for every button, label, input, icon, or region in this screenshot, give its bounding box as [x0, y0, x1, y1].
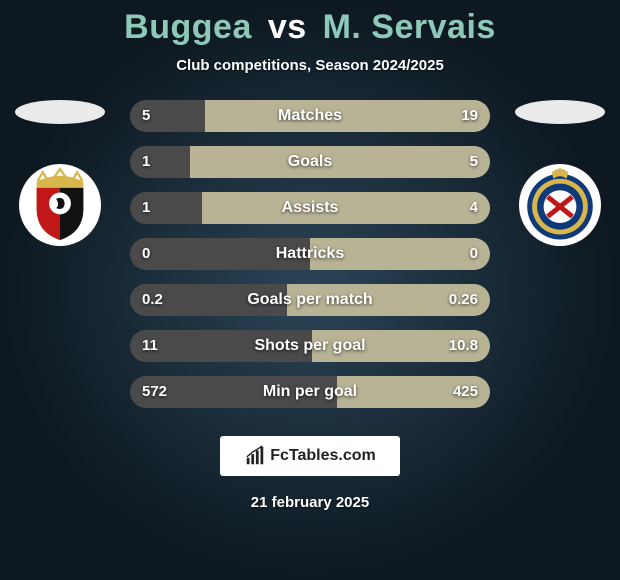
club-right-badge — [519, 164, 601, 246]
chart-icon — [244, 445, 266, 467]
stat-row: 572425Min per goal — [130, 376, 490, 408]
stat-label: Min per goal — [130, 376, 490, 408]
stat-row: 0.20.26Goals per match — [130, 284, 490, 316]
branding-box: FcTables.com — [220, 436, 400, 476]
player1-avatar-placeholder — [15, 100, 105, 124]
stat-row: 00Hattricks — [130, 238, 490, 270]
stat-row: 1110.8Shots per goal — [130, 330, 490, 362]
branding-text: FcTables.com — [270, 447, 376, 465]
stat-label: Shots per goal — [130, 330, 490, 362]
player1-name: Buggea — [124, 8, 252, 46]
stat-label: Assists — [130, 192, 490, 224]
stat-label: Hattricks — [130, 238, 490, 270]
stat-label: Goals per match — [130, 284, 490, 316]
stat-row: 519Matches — [130, 100, 490, 132]
comparison-date: 21 february 2025 — [0, 494, 620, 511]
player-left-column — [10, 100, 110, 246]
player-right-column — [510, 100, 610, 246]
stat-row: 14Assists — [130, 192, 490, 224]
player2-avatar-placeholder — [515, 100, 605, 124]
subtitle: Club competitions, Season 2024/2025 — [0, 57, 620, 74]
stat-label: Matches — [130, 100, 490, 132]
stat-bars: 519Matches 15Goals 14Assists 00Hattricks 0.2… — [130, 100, 490, 408]
vs-text: vs — [268, 8, 307, 46]
player2-name: M. Servais — [323, 8, 496, 46]
club-left-badge — [19, 164, 101, 246]
stat-label: Goals — [130, 146, 490, 178]
comparison-content: 519Matches 15Goals 14Assists 00Hattricks 0.2… — [0, 100, 620, 408]
stat-row: 15Goals — [130, 146, 490, 178]
comparison-title: Buggea vs M. Servais — [0, 0, 620, 47]
